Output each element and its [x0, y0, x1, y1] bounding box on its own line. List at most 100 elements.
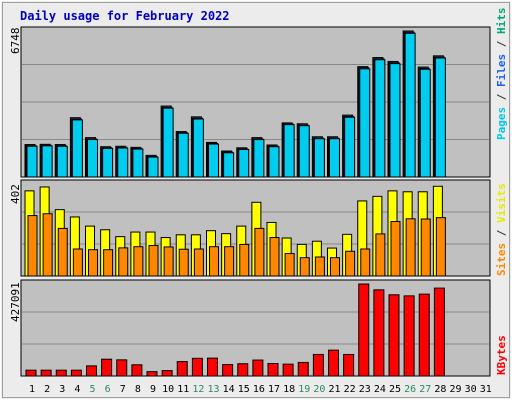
- bar-middle-sites-day-18: [284, 253, 295, 277]
- bar-bottom-kbytes-day-17: [267, 363, 279, 377]
- legend-part: Visits: [495, 183, 508, 223]
- bar-middle-sites-day-23: [360, 248, 371, 277]
- x-tick-label: 16: [253, 384, 265, 395]
- x-tick-label: 11: [177, 384, 189, 395]
- x-tick-label: 24: [374, 384, 386, 395]
- bar-top-pages-day-27: [419, 68, 431, 178]
- bar-bottom-kbytes-day-9: [146, 371, 158, 377]
- bar-middle-sites-day-15: [239, 243, 250, 277]
- x-tick-label: 4: [74, 384, 80, 395]
- x-tick-label: 10: [162, 384, 174, 395]
- bar-middle-sites-day-28: [435, 217, 446, 277]
- panel-top-legend-label: Pages / Files / Hits: [495, 8, 508, 141]
- x-tick-label: 22: [344, 384, 356, 395]
- chart-marks: [24, 30, 446, 377]
- panel-top-ymax-label: 6748: [9, 28, 22, 55]
- legend-part: Files: [495, 54, 508, 87]
- x-tick-label: 18: [283, 384, 295, 395]
- panel-bottom-legend-label: KBytes: [495, 335, 508, 375]
- bar-bottom-kbytes-day-8: [131, 364, 143, 377]
- bar-middle-sites-day-7: [118, 247, 129, 277]
- bar-middle-sites-day-26: [405, 218, 416, 277]
- bar-top-pages-day-22: [344, 116, 356, 178]
- x-tick-label: 13: [207, 384, 219, 395]
- bar-top-pages-day-24: [374, 59, 386, 178]
- bar-middle-sites-day-4: [72, 248, 83, 277]
- bar-middle-sites-day-19: [299, 257, 310, 277]
- bar-middle-sites-day-12: [193, 248, 204, 277]
- bar-bottom-kbytes-day-4: [70, 369, 82, 377]
- x-tick-label: 28: [434, 384, 446, 395]
- bar-bottom-kbytes-day-15: [237, 363, 249, 377]
- bar-top-pages-day-21: [329, 138, 340, 178]
- bar-top-pages-day-3: [56, 145, 68, 178]
- bar-bottom-kbytes-day-21: [328, 349, 339, 377]
- bar-middle-sites-day-13: [209, 246, 219, 277]
- x-tick-label: 31: [480, 384, 492, 395]
- bar-bottom-kbytes-day-24: [373, 289, 385, 377]
- bar-bottom-kbytes-day-18: [282, 363, 294, 377]
- panel-middle-ymax-label: 402: [9, 184, 22, 204]
- bar-top-pages-day-12: [192, 118, 204, 178]
- bar-top-pages-day-10: [162, 107, 174, 178]
- x-tick-label: 15: [238, 384, 250, 395]
- bar-bottom-kbytes-day-19: [297, 361, 309, 377]
- x-tick-label: 5: [89, 384, 95, 395]
- panel-middle-legend-label: Sites / Visits: [495, 183, 508, 276]
- bar-top-pages-day-9: [147, 156, 159, 178]
- bar-middle-sites-day-21: [330, 257, 340, 277]
- bar-middle-sites-day-14: [224, 246, 235, 277]
- bar-middle-sites-day-9: [148, 245, 159, 277]
- bar-top-pages-day-13: [208, 143, 219, 178]
- bar-middle-sites-day-10: [163, 246, 174, 277]
- x-tick-label: 8: [135, 384, 141, 395]
- bar-top-pages-day-7: [117, 147, 129, 178]
- bar-bottom-kbytes-day-25: [388, 294, 400, 377]
- bar-top-pages-day-25: [389, 63, 401, 178]
- bar-top-pages-day-16: [253, 139, 265, 178]
- bar-top-pages-day-20: [313, 138, 325, 178]
- x-tick-label: 12: [192, 384, 204, 395]
- bar-bottom-kbytes-day-26: [403, 295, 415, 377]
- bar-bottom-kbytes-day-10: [161, 370, 173, 377]
- bar-top-pages-day-1: [26, 145, 38, 178]
- bar-bottom-kbytes-day-27: [418, 293, 430, 377]
- bar-top-pages-day-15: [238, 149, 250, 178]
- bar-top-pages-day-23: [359, 68, 371, 178]
- bar-top-pages-day-4: [71, 119, 83, 178]
- x-tick-label: 23: [359, 384, 371, 395]
- bar-bottom-kbytes-day-3: [55, 369, 67, 377]
- legend-part: /: [495, 87, 508, 107]
- legend-part: /: [495, 34, 508, 54]
- bar-bottom-kbytes-day-14: [222, 364, 234, 377]
- bar-top-pages-day-17: [268, 146, 280, 178]
- legend-part: Sites: [495, 243, 508, 276]
- bar-bottom-kbytes-day-1: [25, 369, 37, 377]
- bar-middle-sites-day-25: [390, 221, 401, 277]
- legend-part: /: [495, 223, 508, 243]
- x-tick-label: 14: [223, 384, 235, 395]
- bar-top-pages-day-26: [404, 32, 416, 178]
- chart-title: Daily usage for February 2022: [20, 9, 230, 23]
- bar-bottom-kbytes-day-6: [101, 358, 113, 377]
- x-axis-labels: 1 2 3 4 5 6 7 8 9 10 11 12 13 14 15 16 17 18 19 20 21 22 23 24 2…: [29, 384, 492, 395]
- x-tick-label: 25: [389, 384, 401, 395]
- x-tick-label: 17: [268, 384, 280, 395]
- bar-bottom-kbytes-day-7: [116, 359, 128, 377]
- bar-middle-sites-day-5: [88, 249, 98, 277]
- bar-bottom-kbytes-day-23: [358, 283, 370, 377]
- bar-bottom-kbytes-day-11: [176, 361, 188, 377]
- bar-top-pages-day-28: [434, 57, 446, 178]
- x-tick-label: 9: [150, 384, 156, 395]
- bar-middle-sites-day-8: [133, 246, 144, 277]
- x-tick-label: 6: [105, 384, 111, 395]
- bar-top-pages-day-18: [283, 124, 295, 178]
- bar-middle-sites-day-20: [314, 256, 325, 277]
- legend-part: KBytes: [495, 335, 508, 375]
- bar-middle-sites-day-24: [375, 233, 386, 277]
- x-tick-label: 3: [59, 384, 65, 395]
- legend-part: Hits: [495, 8, 508, 35]
- bar-bottom-kbytes-day-12: [191, 357, 203, 377]
